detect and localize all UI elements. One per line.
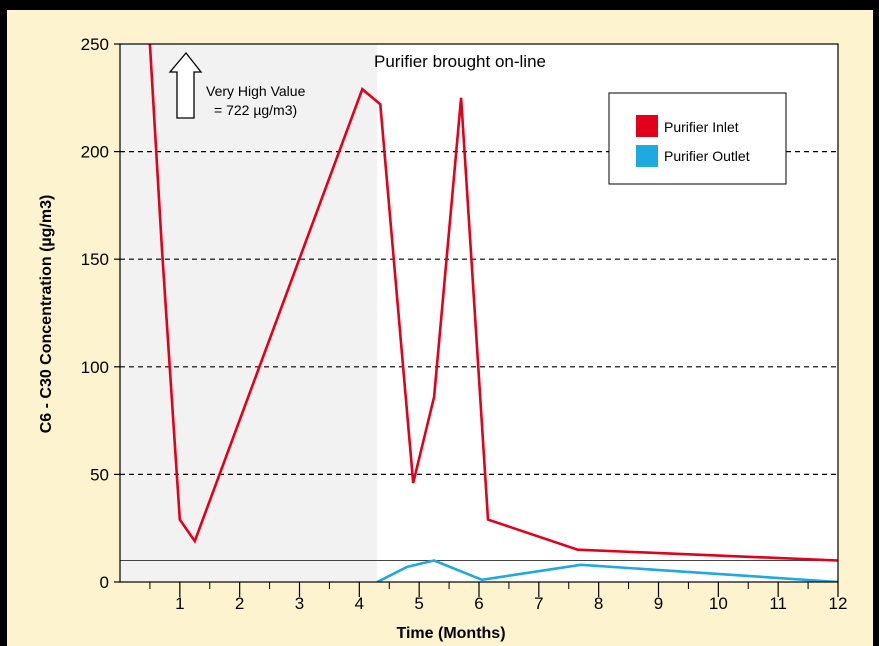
y-tick-label-250: 250 [81,35,109,54]
x-tick-label-5: 5 [414,594,423,613]
y-tick-label-100: 100 [81,358,109,377]
legend-label-inlet: Purifier Inlet [664,119,739,135]
y-tick-label-200: 200 [81,143,109,162]
x-tick-label-1: 1 [175,594,184,613]
y-tick-label-150: 150 [81,250,109,269]
legend-swatch-inlet [636,115,658,137]
up-arrow-icon [168,51,203,119]
x-tick-label-10: 10 [709,594,728,613]
x-tick-label-3: 3 [295,594,304,613]
x-tick-label-4: 4 [355,594,364,613]
high-value-annotation-line1: Very High Value [206,83,306,99]
x-tick-label-6: 6 [474,594,483,613]
y-tick-label-50: 50 [90,465,109,484]
top-border [0,0,879,10]
x-tick-label-8: 8 [594,594,603,613]
pre-online-shaded-region [120,44,378,582]
purifier-online-annotation: Purifier brought on-line [374,52,546,71]
x-tick-label-12: 12 [829,594,848,613]
y-axis-label: C6 - C30 Concentration (µg/m3) [38,195,55,434]
high-value-annotation-line2: = 722 µg/m3) [214,102,297,118]
series-line-1 [376,559,838,582]
page-title: aging Purifier Inlet and Outlet Concentr… [60,0,427,9]
x-tick-label-11: 11 [769,594,787,613]
x-tick-label-7: 7 [534,594,543,613]
legend-swatch-outlet [636,145,658,167]
x-axis-label: Time (Months) [396,625,505,642]
y-tick-label-0: 0 [100,573,109,592]
series-line-0 [148,44,838,562]
left-border [0,0,7,646]
legend-label-outlet: Purifier Outlet [664,148,750,164]
legend: Purifier Inlet Purifier Outlet [608,92,787,185]
x-tick-label-9: 9 [654,594,663,613]
x-tick-label-2: 2 [235,594,244,613]
right-border [873,0,879,646]
